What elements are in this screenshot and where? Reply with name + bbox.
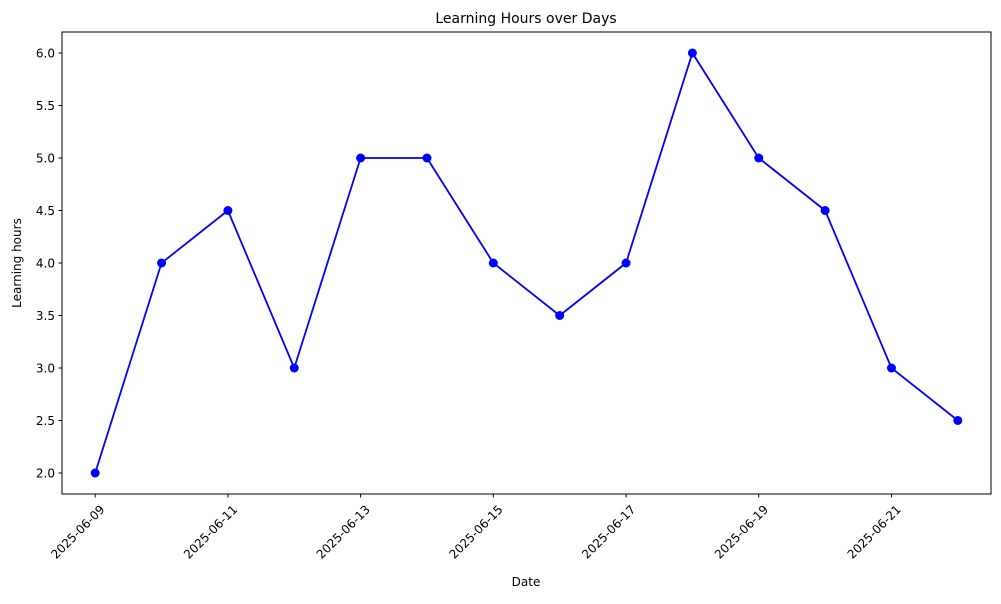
y-tick-label: 5.5 (36, 99, 55, 113)
data-point (555, 311, 565, 320)
y-tick-label: 2.0 (36, 467, 55, 481)
data-point (621, 258, 631, 268)
data-point (886, 363, 896, 373)
data-point (422, 153, 432, 163)
data-point (953, 416, 963, 425)
plot-series (90, 48, 963, 478)
y-tick-label: 6.0 (36, 47, 55, 61)
data-point (687, 48, 697, 58)
y-axis-label: Learning hours (10, 218, 24, 308)
y-tick-label: 4.5 (36, 204, 55, 218)
y-tick-label: 3.5 (36, 309, 55, 323)
y-tick-label: 4.0 (36, 257, 55, 271)
plot-area-frame (61, 31, 992, 495)
series-line (94, 52, 959, 474)
x-axis-label: Date (512, 575, 541, 589)
y-tick-label: 2.5 (36, 414, 55, 428)
data-point (90, 468, 100, 478)
chart-title: Learning Hours over Days (435, 11, 616, 27)
data-point (289, 363, 299, 373)
data-point (157, 258, 167, 268)
data-point (223, 206, 233, 215)
y-tick-label: 5.0 (36, 152, 55, 166)
y-tick-label: 3.0 (36, 362, 55, 376)
data-point (754, 153, 764, 163)
data-point (356, 153, 366, 163)
y-axis-ticks: 2.0 2.5 3.0 3.5 4.0 4.5 5.0 5.5 6.0 (36, 47, 62, 481)
data-point (820, 206, 830, 215)
data-point (488, 258, 498, 268)
